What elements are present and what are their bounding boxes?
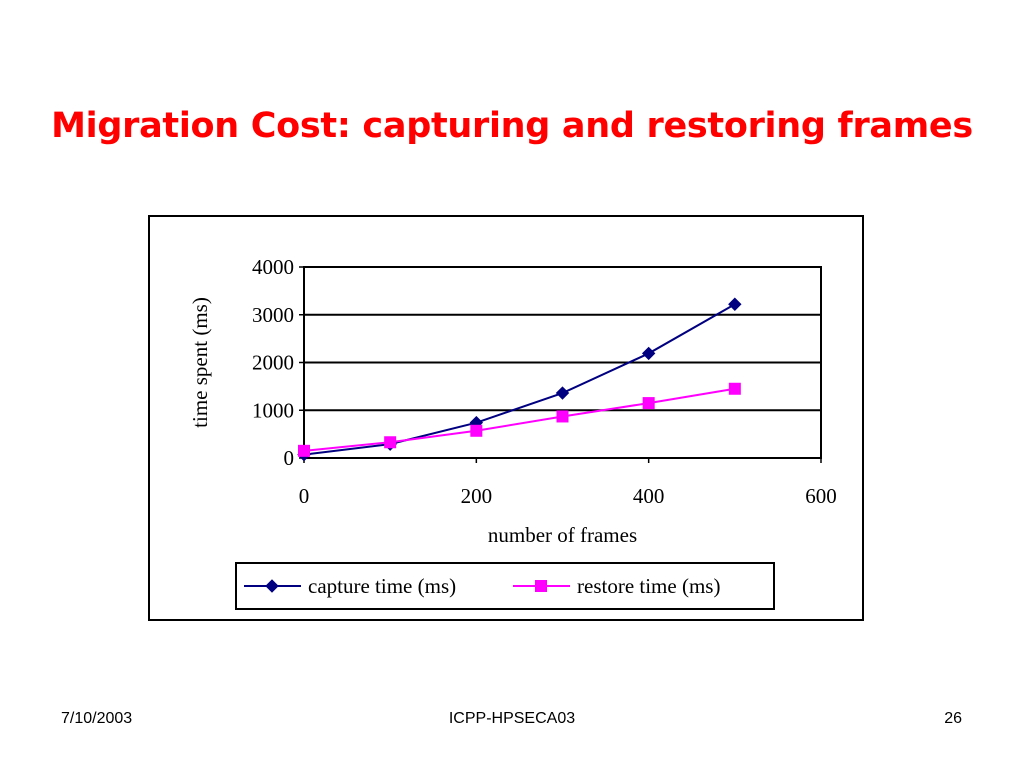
legend-label: restore time (ms) bbox=[577, 574, 720, 598]
series-group bbox=[297, 297, 742, 462]
data-point bbox=[556, 410, 569, 423]
line-chart: 0 1000 2000 3000 4000 0 200 400 600 number of fr… bbox=[188, 255, 837, 610]
data-point bbox=[728, 382, 741, 395]
series-line bbox=[303, 303, 736, 456]
data-point bbox=[555, 386, 570, 400]
page-number: 26 bbox=[944, 710, 962, 727]
footer-center-text: ICPP-HPSECA03 bbox=[448, 710, 576, 727]
x-tick-label: 400 bbox=[633, 484, 665, 508]
y-tick-label: 4000 bbox=[252, 255, 294, 279]
slide-title: Migration Cost: capturing and restoring … bbox=[51, 106, 973, 146]
chart-frame: 0 1000 2000 3000 4000 0 200 400 600 number of fr… bbox=[148, 215, 864, 621]
series-1 bbox=[297, 297, 742, 462]
y-tick-label: 3000 bbox=[252, 303, 294, 327]
x-tick-label: 200 bbox=[461, 484, 493, 508]
series-line bbox=[303, 387, 735, 452]
legend-marker bbox=[535, 580, 547, 592]
data-point bbox=[641, 346, 656, 361]
data-point bbox=[384, 436, 397, 449]
data-point bbox=[728, 297, 742, 311]
grid-lines bbox=[304, 313, 821, 412]
axis-ticks: 0 1000 2000 3000 4000 0 200 400 600 bbox=[252, 255, 837, 508]
data-point bbox=[642, 397, 655, 410]
y-axis-label: time spent (ms) bbox=[188, 297, 212, 428]
footer-date: 7/10/2003 bbox=[61, 710, 133, 727]
data-point bbox=[470, 424, 483, 437]
x-axis-label: number of frames bbox=[488, 523, 637, 547]
y-tick-label: 2000 bbox=[252, 351, 294, 375]
series-2 bbox=[298, 382, 741, 457]
legend: capture time (ms) restore time (ms) bbox=[235, 562, 775, 610]
y-tick-label: 0 bbox=[284, 446, 295, 470]
legend-label: capture time (ms) bbox=[308, 574, 456, 598]
data-point bbox=[298, 444, 310, 457]
y-tick-label: 1000 bbox=[252, 398, 294, 422]
legend-box bbox=[235, 562, 775, 610]
x-tick-label: 600 bbox=[805, 484, 837, 508]
x-tick-label: 0 bbox=[299, 484, 310, 508]
legend-marker bbox=[265, 579, 279, 593]
